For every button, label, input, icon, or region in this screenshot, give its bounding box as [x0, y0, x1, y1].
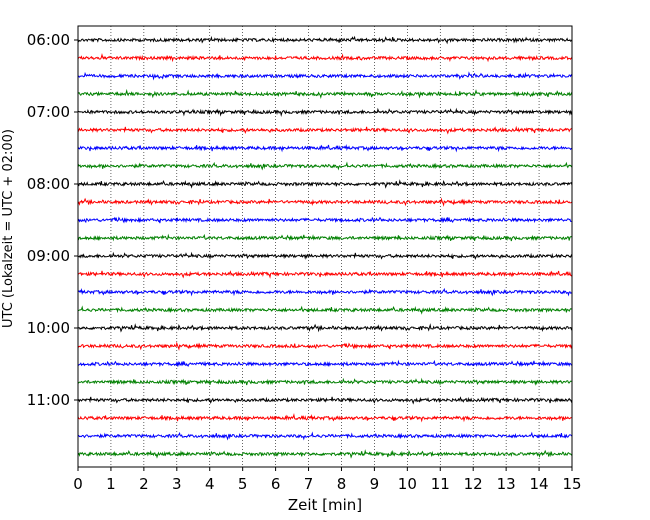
x-tick-label: 0: [73, 475, 83, 493]
plot-frame: [77, 25, 573, 468]
x-tick-label: 4: [205, 475, 215, 493]
seismic-trace: [77, 341, 573, 351]
x-tick-label: 15: [562, 475, 581, 493]
seismic-trace: [77, 144, 573, 153]
traces: [77, 35, 573, 459]
seismic-trace: [77, 270, 573, 279]
seismic-trace: [77, 449, 573, 459]
x-tick-label: 9: [370, 475, 380, 493]
y-tick-label: 09:00: [27, 247, 70, 265]
x-tick-label: 2: [139, 475, 149, 493]
x-tick-label: 8: [337, 475, 347, 493]
x-tick-label: 13: [497, 475, 516, 493]
x-tick-label: 7: [304, 475, 314, 493]
x-tick-label: 1: [106, 475, 116, 493]
x-tick-label: 10: [398, 475, 417, 493]
seismic-trace: [77, 413, 573, 423]
seismic-trace: [77, 323, 573, 333]
x-tick-label: 6: [271, 475, 281, 493]
x-tick-label: 5: [238, 475, 248, 493]
x-axis-label: Zeit [min]: [288, 496, 362, 514]
seismic-trace: [77, 287, 573, 297]
seismic-trace: [77, 377, 573, 386]
x-tick-label: 14: [530, 475, 549, 493]
y-tick-label: 06:00: [27, 31, 70, 49]
seismic-trace: [77, 359, 573, 368]
seismic-trace: [77, 35, 573, 45]
y-tick-label: 10:00: [27, 319, 70, 337]
seismic-trace: [77, 251, 573, 261]
seismic-trace: [77, 53, 573, 63]
x-tick-label: 11: [431, 475, 450, 493]
seismic-trace: [77, 125, 573, 135]
x-tick-label: 12: [464, 475, 483, 493]
seismic-trace: [77, 179, 573, 189]
y-tick-label: 08:00: [27, 175, 70, 193]
x-tick-label: 3: [172, 475, 182, 493]
x-axis-ticks: 0 1 2 3 4 5 6 7 8 9 10 11 12 13 14 15: [73, 467, 582, 493]
seismic-trace: [77, 305, 573, 315]
seismic-trace: [77, 88, 573, 100]
y-axis-label: UTC (Lokalzeit = UTC + 02:00): [1, 129, 16, 328]
seismic-trace: [77, 71, 573, 81]
seismic-trace: [77, 396, 573, 405]
y-tick-label: 11:00: [27, 391, 70, 409]
y-tick-label: 07:00: [27, 103, 70, 121]
seismic-trace: [77, 216, 573, 224]
seismic-trace: [77, 107, 573, 117]
seismic-trace: [77, 161, 573, 171]
seismic-trace: [77, 431, 573, 441]
y-axis-ticks: 06:00 07:00 08:00 09:00 10:00 11:00: [27, 31, 78, 409]
seismic-trace: [77, 197, 573, 207]
seismic-trace: [77, 233, 573, 242]
